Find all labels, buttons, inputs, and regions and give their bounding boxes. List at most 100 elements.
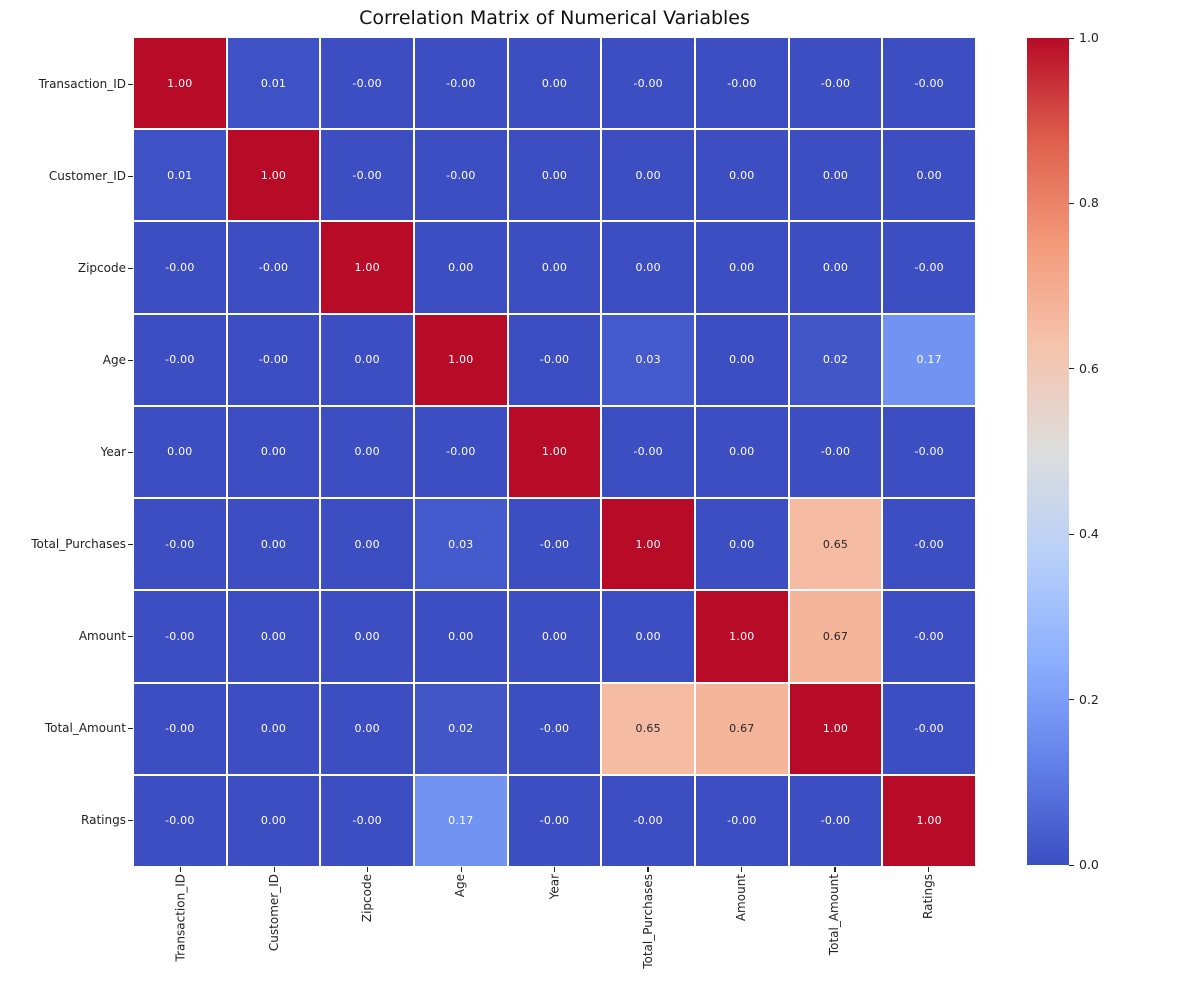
heatmap-cell: 0.00: [227, 683, 320, 774]
heatmap-cell: 0.00: [508, 591, 601, 682]
heatmap-cell: 1.00: [789, 683, 882, 774]
heatmap-cell: 0.01: [227, 38, 320, 129]
x-tick-label: Total_Amount: [827, 874, 842, 956]
y-tick-label: Total_Amount: [44, 721, 126, 735]
colorbar-tick: [1069, 37, 1074, 39]
y-tick-label: Year: [100, 445, 126, 459]
heatmap-cell: 0.00: [602, 591, 694, 682]
heatmap-cell: 0.00: [695, 130, 788, 221]
heatmap-cell: 0.00: [789, 222, 882, 313]
x-tick-label: Age: [453, 874, 468, 898]
heatmap-cell: 0.00: [321, 314, 413, 405]
heatmap-cell: -0.00: [695, 38, 788, 129]
colorbar-tick-label: 0.8: [1079, 195, 1099, 211]
heatmap-cell: 0.00: [227, 591, 320, 682]
colorbar-tick: [1069, 864, 1074, 866]
heatmap-cell: -0.00: [883, 591, 975, 682]
heatmap-cell: 0.02: [789, 314, 882, 405]
heatmap-cell: -0.00: [414, 38, 507, 129]
heatmap-cell: 0.00: [883, 130, 975, 221]
heatmap-cell: 1.00: [414, 314, 507, 405]
heatmap-cell: 1.00: [695, 591, 788, 682]
y-axis-tick: [128, 175, 133, 177]
heatmap-cell: -0.00: [134, 683, 226, 774]
x-tick-label: Total_Purchases: [640, 874, 655, 969]
heatmap-cell: -0.00: [695, 775, 788, 866]
heatmap-cell: -0.00: [602, 775, 694, 866]
heatmap-cell: 0.03: [414, 499, 507, 590]
x-axis-tick: [927, 867, 929, 872]
heatmap-cell: 0.00: [134, 406, 226, 498]
y-axis-tick: [128, 83, 133, 85]
y-axis-tick: [128, 635, 133, 637]
x-axis-tick: [180, 867, 182, 872]
x-axis-tick: [273, 867, 275, 872]
heatmap-cell: 0.00: [321, 499, 413, 590]
y-axis-tick: [128, 727, 133, 729]
heatmap-cell: 1.00: [227, 130, 320, 221]
colorbar-tick: [1069, 202, 1074, 205]
heatmap-cell: 0.00: [227, 499, 320, 590]
heatmap-cell: -0.00: [789, 38, 882, 129]
heatmap-cell: 0.00: [695, 314, 788, 405]
heatmap-cell: -0.00: [414, 130, 507, 221]
heatmap-cell: -0.00: [883, 222, 975, 313]
heatmap-cell: -0.00: [508, 775, 601, 866]
heatmap-cell: -0.00: [321, 775, 413, 866]
heatmap-cell: -0.00: [134, 591, 226, 682]
heatmap-cell: -0.00: [321, 38, 413, 129]
y-axis-tick: [128, 543, 133, 545]
heatmap-cell: -0.00: [883, 499, 975, 590]
colorbar-tick-label: 0.4: [1079, 526, 1099, 542]
heatmap-cell: -0.00: [321, 130, 413, 221]
heatmap-cell: 0.02: [414, 683, 507, 774]
y-axis-tick: [128, 451, 133, 453]
y-axis-tick: [128, 359, 133, 361]
x-axis-tick: [647, 867, 649, 872]
heatmap-cell: 0.00: [695, 222, 788, 313]
colorbar-tick-label: 1.0: [1079, 30, 1099, 45]
x-tick-label: Transaction_ID: [173, 874, 188, 962]
heatmap-cell: -0.00: [134, 775, 226, 866]
heatmap-cell: 0.00: [414, 222, 507, 313]
y-tick-label: Amount: [78, 629, 126, 643]
heatmap-cell: 0.00: [602, 130, 694, 221]
heatmap-cell: 0.65: [602, 683, 694, 774]
heatmap-cell: 1.00: [883, 775, 975, 866]
x-axis-tick: [554, 867, 556, 872]
x-axis-tick: [834, 867, 836, 872]
heatmap-cell: -0.00: [508, 314, 601, 405]
heatmap-cell: -0.00: [227, 314, 320, 405]
heatmap-cell: 0.00: [789, 130, 882, 221]
x-tick-label: Year: [547, 874, 561, 900]
heatmap-cell: 1.00: [321, 222, 413, 313]
heatmap-cell: 1.00: [134, 38, 226, 129]
colorbar-tick: [1069, 368, 1074, 370]
heatmap-cell: 0.00: [321, 406, 413, 498]
x-tick-label: Amount: [733, 874, 748, 922]
colorbar-tick-label: 0.0: [1079, 857, 1099, 872]
x-tick-label: Customer_ID: [266, 874, 281, 952]
heatmap-cell: 0.00: [508, 222, 601, 313]
x-axis-tick: [460, 867, 462, 872]
heatmap-cell: -0.00: [789, 406, 882, 498]
heatmap-cell: -0.00: [789, 775, 882, 866]
x-tick-label: Ratings: [920, 874, 935, 919]
heatmap-cell: 0.67: [695, 683, 788, 774]
heatmap-cell: 0.00: [508, 130, 601, 221]
heatmap-cell: 0.01: [134, 130, 226, 221]
heatmap-cell: 1.00: [602, 499, 694, 590]
heatmap-cell: 0.03: [602, 314, 694, 405]
heatmap-cell: -0.00: [414, 406, 507, 498]
heatmap-cell: 0.00: [227, 775, 320, 866]
x-tick-label: Zipcode: [360, 874, 375, 923]
heatmap-cell: 0.00: [321, 591, 413, 682]
heatmap-cell: 0.00: [602, 222, 694, 313]
colorbar-tick: [1069, 699, 1074, 701]
heatmap-cell: -0.00: [883, 38, 975, 129]
colorbar-tick-label: 0.6: [1079, 360, 1099, 376]
colorbar-tick: [1069, 533, 1074, 535]
heatmap-cell: -0.00: [508, 683, 601, 774]
colorbar-tick-label: 0.2: [1079, 691, 1099, 707]
y-tick-label: Ratings: [81, 813, 126, 827]
